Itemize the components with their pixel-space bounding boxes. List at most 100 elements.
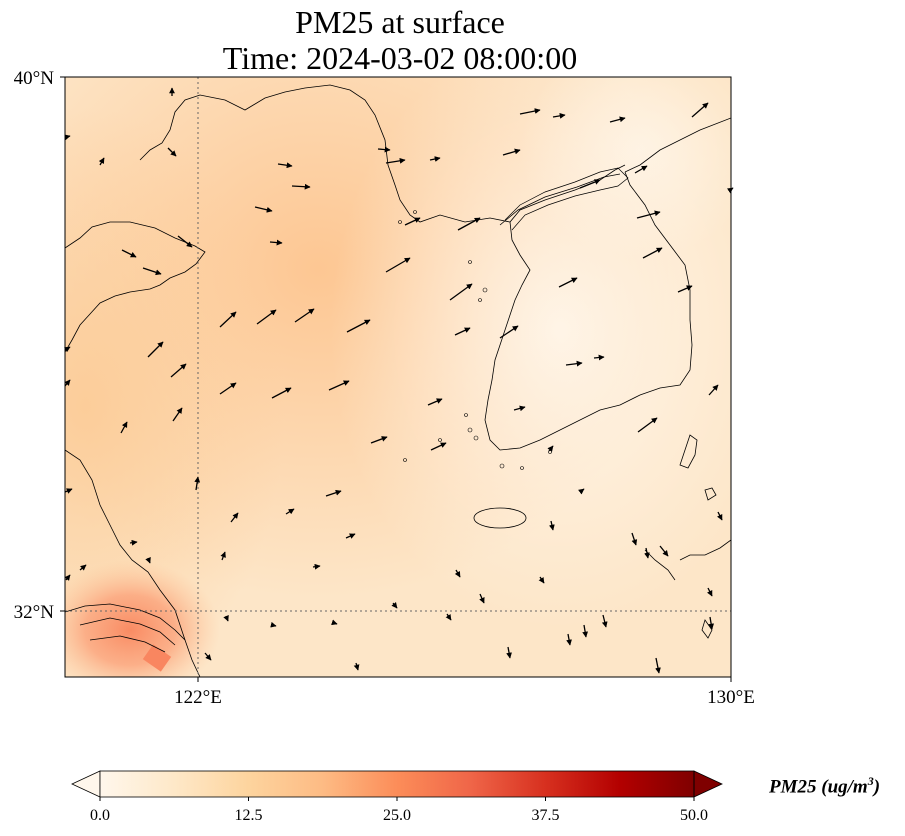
wind-arrow	[659, 545, 669, 557]
wind-arrow	[708, 384, 719, 396]
colorbar-extend-low	[71, 770, 101, 798]
wind-arrow	[64, 574, 71, 581]
wind-arrow	[644, 547, 650, 559]
wind-arrow	[63, 346, 71, 353]
wind-arrow	[404, 217, 421, 226]
wind-arrow	[353, 662, 360, 671]
wind-arrow	[325, 489, 342, 497]
wind-arrow	[270, 621, 277, 628]
wind-arrow	[121, 249, 137, 258]
wind-arrow	[269, 239, 283, 246]
wind-arrow	[219, 382, 237, 395]
wind-arrow	[457, 217, 481, 231]
wind-arrow	[631, 532, 638, 546]
wind-arrow	[277, 162, 293, 169]
wind-arrow	[552, 112, 566, 119]
map-title-line1: PM25 at surface	[295, 4, 505, 40]
wind-arrow	[256, 309, 277, 325]
islands	[398, 210, 552, 470]
wind-arrow	[64, 379, 71, 387]
lon-tick-122e: 122°E	[174, 687, 222, 708]
wind-arrow	[677, 285, 693, 293]
wind-arrow	[220, 551, 226, 561]
wind-arrow	[145, 557, 151, 564]
wind-arrow	[549, 520, 555, 531]
wind-arrow	[377, 146, 391, 153]
wind-arrow	[391, 602, 398, 609]
wind-arrow	[609, 116, 626, 123]
coastlines	[65, 84, 731, 677]
wind-arrow	[642, 247, 663, 259]
wind-arrow	[328, 380, 350, 391]
wind-arrow	[449, 283, 473, 301]
wind-arrow	[454, 327, 471, 336]
colorbar-extend-high	[693, 770, 723, 798]
wind-arrow	[513, 405, 526, 412]
colorbar-tick-4: 50.0	[680, 807, 708, 824]
wind-vectors	[63, 87, 734, 674]
wind-arrow	[312, 563, 321, 570]
wind-arrow	[219, 311, 237, 328]
wind-arrow	[64, 488, 73, 494]
wind-arrow	[230, 512, 239, 523]
map-title-line2: Time: 2024-03-02 08:00:00	[222, 40, 578, 76]
wind-arrow	[506, 646, 512, 659]
wind-arrow	[454, 569, 461, 578]
wind-arrow	[593, 354, 605, 361]
wind-arrow	[547, 445, 554, 452]
wind-arrow	[370, 436, 388, 444]
wind-arrow	[64, 134, 71, 141]
lat-tick-40n: 40°N	[14, 68, 55, 89]
wind-arrow	[566, 633, 572, 646]
wind-arrow	[538, 576, 545, 584]
wind-arrow	[291, 183, 311, 190]
wind-arrow	[79, 564, 87, 571]
wind-arrow	[129, 539, 138, 546]
wind-arrow	[445, 613, 452, 621]
wind-arrow	[204, 652, 212, 661]
wind-arrow	[582, 624, 589, 638]
wind-arrow	[285, 508, 295, 515]
wind-arrow	[707, 587, 713, 597]
wind-arrow	[429, 156, 441, 162]
wind-arrow	[691, 102, 709, 118]
wind-arrow	[579, 179, 601, 189]
wind-arrow	[271, 387, 292, 399]
colorbar-tick-0: 0.0	[90, 807, 110, 824]
colorbar-unit-label: PM25 (ug/m3)	[769, 774, 881, 798]
wind-arrow	[254, 206, 273, 213]
wind-arrow	[142, 267, 162, 276]
wind-arrow	[430, 442, 447, 451]
wind-arrow	[223, 615, 229, 622]
wind-arrow	[427, 398, 443, 406]
wind-arrow	[98, 157, 105, 166]
colorbar-bar	[100, 771, 694, 797]
wind-arrow	[717, 511, 723, 521]
colorbar-tick-3: 37.5	[532, 807, 560, 824]
wind-arrow	[637, 417, 658, 433]
wind-arrow	[385, 157, 406, 164]
lon-tick-130e: 130°E	[707, 687, 755, 708]
wind-arrow	[634, 165, 648, 174]
wind-arrow	[479, 593, 485, 604]
wind-arrow	[120, 421, 128, 434]
wind-arrow	[385, 257, 411, 273]
wind-arrow	[345, 533, 356, 539]
wind-arrow	[172, 407, 183, 422]
wind-arrow	[167, 147, 177, 157]
wind-arrow	[558, 277, 578, 288]
axis-ticks	[60, 76, 732, 682]
wind-arrow	[502, 148, 521, 156]
wind-arrow	[636, 210, 661, 219]
colorbar: 0.0 12.5 25.0 37.5 50.0	[71, 770, 723, 824]
wind-arrow	[519, 108, 541, 115]
wind-arrow	[655, 657, 661, 674]
lat-tick-32n: 32°N	[14, 602, 55, 623]
wind-arrow	[601, 614, 608, 628]
pm25-field	[65, 77, 731, 677]
colorbar-tick-2: 25.0	[383, 807, 411, 824]
wind-arrow	[578, 488, 585, 495]
wind-arrow	[708, 616, 715, 630]
wind-arrow	[346, 319, 371, 333]
